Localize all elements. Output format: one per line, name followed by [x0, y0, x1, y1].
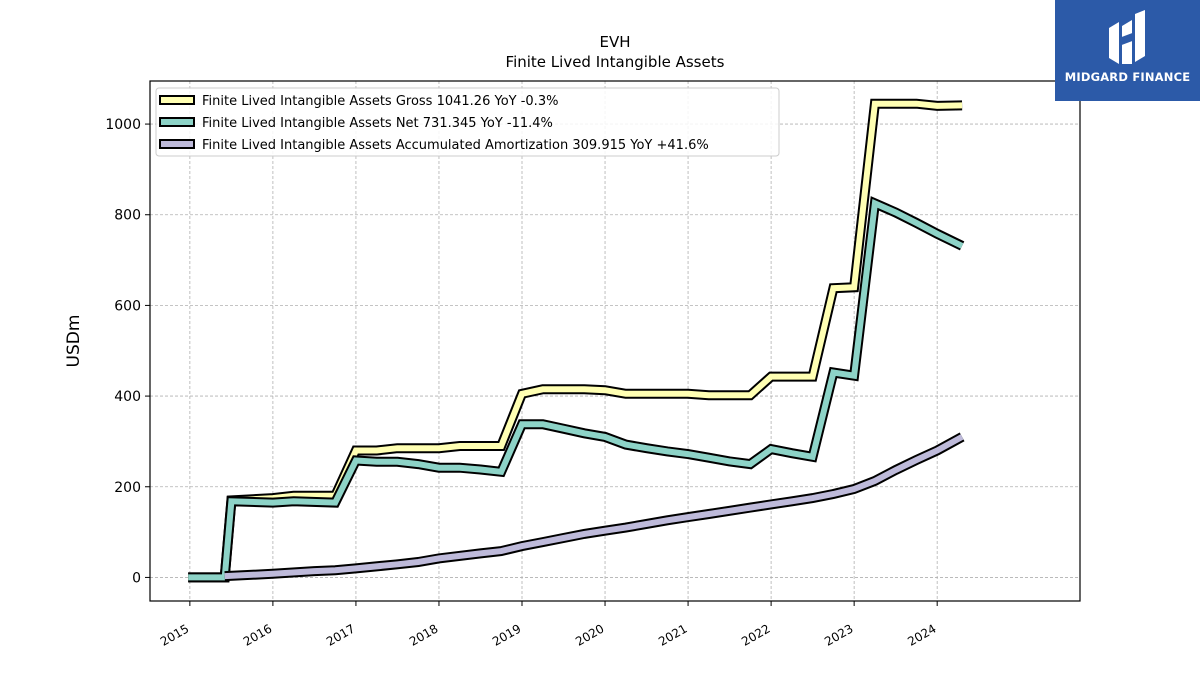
plot-frame [149, 80, 1081, 602]
legend-label-1: Finite Lived Intangible Assets Net 731.3… [202, 116, 553, 131]
legend: Finite Lived Intangible Assets Gross 104… [155, 87, 780, 157]
y-tick-label: 400 [114, 389, 141, 405]
x-tick-label: 2016 [241, 621, 274, 648]
legend-box [155, 87, 780, 157]
legend-swatch-2 [159, 139, 195, 149]
x-tick-label: 2021 [656, 621, 689, 648]
y-tick-label: 0 [132, 570, 141, 586]
y-tick-label: 800 [114, 208, 141, 224]
chart-title: EVH [599, 33, 630, 51]
y-axis-label: USDm [64, 315, 84, 368]
brand-mark-icon [1109, 10, 1145, 64]
series-lines [188, 98, 965, 583]
brand-name: MIDGARD FINANCE [1064, 70, 1191, 84]
x-tick-label: 2018 [407, 621, 440, 648]
x-tick-label: 2022 [739, 621, 772, 648]
x-tick-label: 2019 [490, 621, 523, 648]
y-tick-label: 600 [114, 298, 141, 314]
brand-logo: MIDGARD FINANCE [1055, 0, 1200, 101]
series-line-1 [188, 199, 964, 581]
x-tick-label: 2024 [905, 621, 938, 648]
legend-label-2: Finite Lived Intangible Assets Accumulat… [202, 138, 709, 153]
x-tick-label: 2017 [324, 621, 357, 648]
series-line-2 [224, 434, 964, 580]
x-tick-label: 2015 [158, 621, 191, 648]
y-tick-label: 1000 [105, 117, 141, 133]
grid [150, 81, 1080, 601]
legend-swatch-0 [159, 95, 195, 105]
legend-label-0: Finite Lived Intangible Assets Gross 104… [202, 94, 558, 109]
x-tick-label: 2020 [573, 621, 606, 648]
x-tick-label: 2023 [822, 621, 855, 648]
y-tick-label: 200 [114, 480, 141, 496]
legend-swatch-1 [159, 117, 195, 127]
chart-subtitle: Finite Lived Intangible Assets [506, 53, 725, 71]
